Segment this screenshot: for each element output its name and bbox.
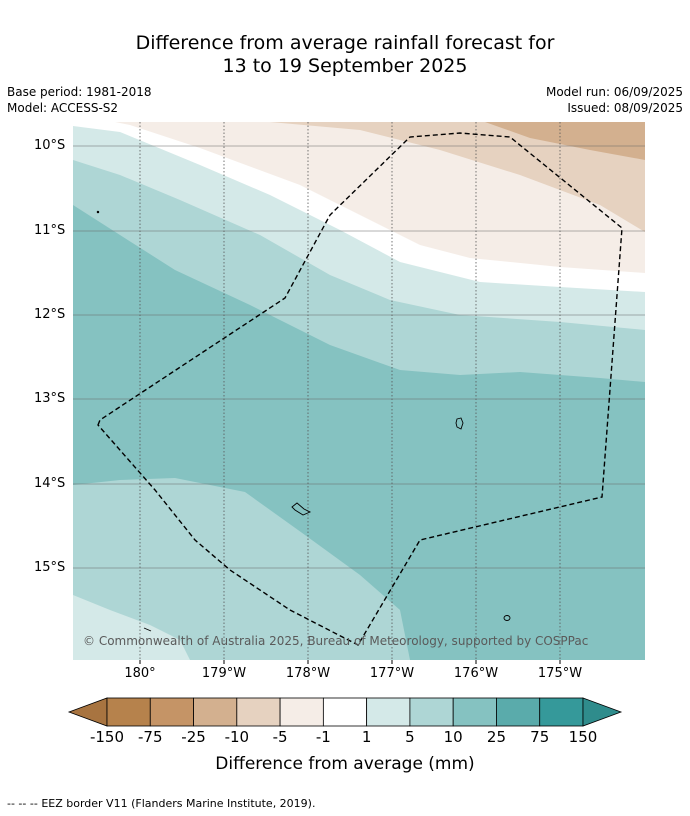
eez-legend-text: EEZ border V11 (Flanders Marine Institut… [41,797,315,810]
tick-marks [140,660,560,664]
lat-label-14s: 14°S [34,476,65,491]
colorbar-tick-label: 1 [362,728,372,746]
colorbar-extend-right [583,698,621,726]
lon-label-179w: 179°W [202,666,246,681]
lat-label-13s: 13°S [34,391,65,406]
lat-label-15s: 15°S [34,560,65,575]
rainfall-map [73,122,645,660]
colorbar-segment [367,698,410,726]
colorbar-segment [410,698,453,726]
lon-label-180: 180° [124,666,155,681]
colorbar-segment [453,698,496,726]
colorbar-segment [150,698,193,726]
lat-label-11s: 11°S [34,223,65,238]
colorbar-tick-label: 25 [487,728,506,746]
colorbar-segment [323,698,366,726]
colorbar-tick-label: 75 [530,728,549,746]
colorbar-tick-label: 10 [444,728,463,746]
colorbar-tick-label: -5 [273,728,288,746]
colorbar-tick-label: 5 [405,728,415,746]
colorbar-segment [194,698,237,726]
eez-legend-symbol: -- -- -- [7,797,38,810]
colorbar-tick-label: -75 [138,728,163,746]
colorbar-title: Difference from average (mm) [0,754,690,774]
colorbar-segment [280,698,323,726]
colorbar-segment [107,698,150,726]
lat-label-12s: 12°S [34,307,65,322]
colorbar-tick-label: -10 [225,728,250,746]
colorbar-segment [496,698,539,726]
lon-label-175w: 175°W [538,666,582,681]
colorbar-tick-label: -25 [181,728,206,746]
lon-label-178w: 178°W [286,666,330,681]
colorbar-segment [540,698,583,726]
colorbar-tick-label: -150 [90,728,124,746]
colorbar-segment [237,698,280,726]
lon-label-176w: 176°W [454,666,498,681]
footer-legend: -- -- -- EEZ border V11 (Flanders Marine… [7,797,315,810]
lon-label-177w: 177°W [370,666,414,681]
copyright-notice: © Commonwealth of Australia 2025, Bureau… [83,634,588,648]
colorbar [69,698,621,726]
lat-label-10s: 10°S [34,138,65,153]
colorbar-tick-label: -1 [316,728,331,746]
colorbar-extend-left [69,698,107,726]
colorbar-tick-label: 150 [569,728,598,746]
island-dot-northwest [97,211,99,213]
